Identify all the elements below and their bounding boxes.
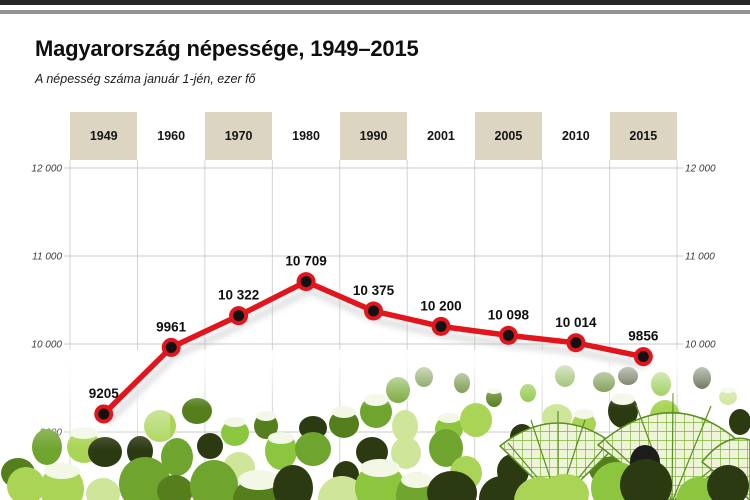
crowd-head (392, 410, 418, 442)
crowd-head (427, 471, 477, 500)
y-axis-tick-label-left: 12 000 (31, 164, 62, 175)
data-point-marker (98, 408, 110, 420)
crowd-head (221, 420, 249, 446)
year-column-header: 1949 (70, 112, 138, 160)
crowd-hat (224, 417, 246, 427)
crowd-head (295, 432, 331, 466)
crowd-head (541, 474, 589, 500)
data-point-marker (233, 310, 245, 322)
data-point-marker (368, 305, 380, 317)
umbrella-rib (672, 405, 712, 500)
crowd-hat (574, 409, 594, 419)
crowd-head (157, 475, 193, 500)
page-title: Magyarország népessége, 1949–2015 (35, 36, 419, 61)
value-label: 10 709 (285, 254, 326, 269)
data-point-marker (502, 329, 514, 341)
crowd-hat (256, 411, 276, 421)
year-column-header: 1970 (204, 112, 273, 160)
year-column-header: 1960 (157, 129, 186, 143)
crowd-head (86, 478, 120, 500)
crowd-head (318, 476, 366, 500)
value-label: 9961 (156, 319, 187, 334)
crowd-hat (360, 459, 400, 477)
crowd-head (190, 460, 238, 500)
crowd-fade-left (0, 350, 170, 450)
data-point-marker (637, 351, 649, 363)
crowd-head (7, 467, 45, 500)
year-column-header: 2001 (427, 129, 455, 143)
year-column-header: 1980 (292, 129, 320, 143)
value-label: 10 014 (555, 315, 597, 330)
data-point-marker (435, 320, 447, 332)
page-subtitle: A népesség száma január 1-jén, ezer fő (35, 72, 256, 86)
year-column-header: 2010 (561, 129, 590, 143)
crowd-head (329, 410, 359, 438)
data-point-marker (300, 276, 312, 288)
value-label: 10 200 (420, 298, 461, 313)
crowd-head (429, 429, 463, 467)
value-label: 10 375 (353, 283, 395, 298)
umbrella-rib (671, 392, 674, 500)
crowd-head (391, 437, 421, 469)
value-label: 10 322 (218, 288, 259, 303)
value-label: 10 098 (488, 307, 530, 322)
crowd-head (707, 465, 749, 500)
y-axis-tick-label-left: 11 000 (32, 252, 62, 263)
crowd-hat (238, 470, 280, 490)
crowd-hat (332, 406, 356, 418)
value-label: 9205 (89, 386, 120, 401)
year-column-header: 2005 (474, 112, 543, 160)
crowd-hat (44, 463, 80, 479)
top-gray-bar (0, 10, 750, 14)
crowd-hat (268, 432, 294, 444)
crowd-hat (438, 413, 460, 423)
data-point-marker (165, 341, 177, 353)
crowd-head (460, 403, 492, 437)
crowd-head (197, 433, 223, 459)
crowd-head (273, 465, 313, 500)
crowd-head (620, 459, 672, 500)
data-point-marker (570, 337, 582, 349)
y-axis-tick-label-right: 10 000 (685, 340, 716, 351)
crowd-head (729, 409, 750, 435)
year-column-header: 1990 (339, 112, 408, 160)
value-label: 9856 (628, 329, 659, 344)
y-axis-tick-label-right: 12 000 (685, 164, 716, 175)
year-column-header: 2015 (609, 112, 678, 160)
crowd-head (479, 476, 525, 500)
top-black-bar (0, 0, 750, 5)
y-axis-tick-label-right: 11 000 (685, 252, 715, 263)
y-axis-tick-label-left: 10 000 (31, 340, 62, 351)
crowd-hat (401, 472, 433, 488)
